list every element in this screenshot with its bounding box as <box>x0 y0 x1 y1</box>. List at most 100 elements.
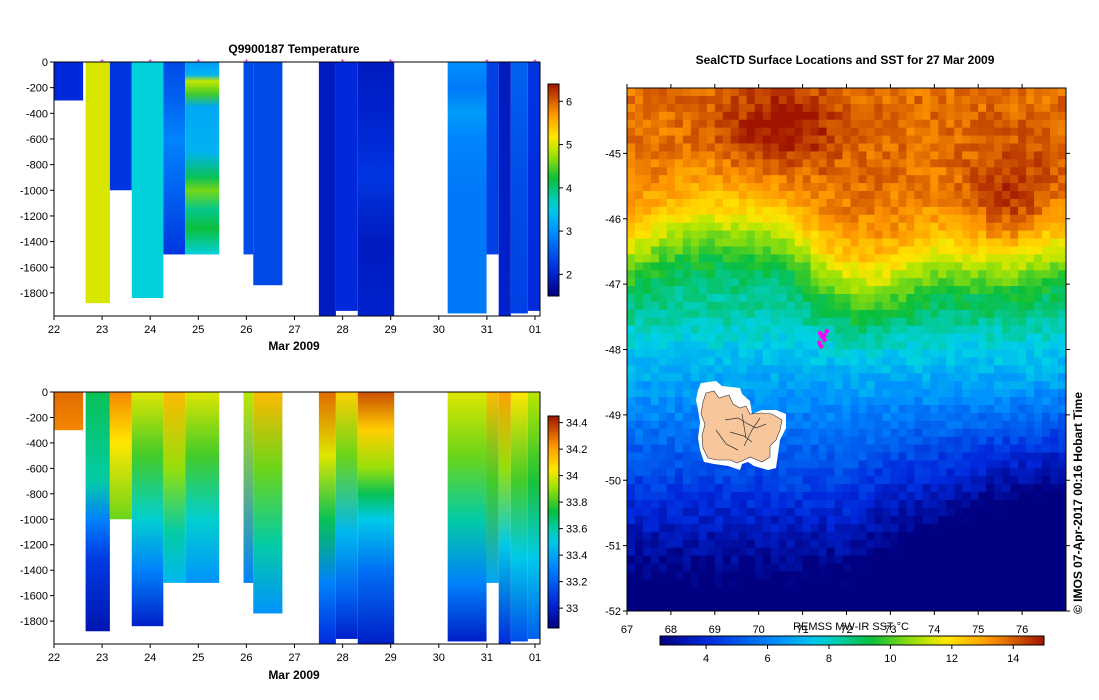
sst-cell <box>978 587 987 596</box>
sst-cell <box>698 492 708 501</box>
sst-cell <box>898 119 907 129</box>
sst-cell <box>834 436 844 446</box>
sst-cell <box>762 103 772 113</box>
sst-cell <box>682 301 692 311</box>
colorbar-tick-label: 6 <box>566 96 572 108</box>
sst-cell <box>1034 127 1043 137</box>
sst-cell <box>770 103 780 113</box>
sst-cell <box>746 183 756 192</box>
sst-cell <box>946 127 955 137</box>
sst-cell <box>706 95 716 105</box>
sst-cell <box>1050 151 1059 160</box>
sst-cell <box>994 183 1003 192</box>
sst-cell <box>682 468 692 477</box>
sst-cell <box>882 595 891 604</box>
sst-cell <box>1058 587 1066 596</box>
sst-cell <box>986 381 995 390</box>
sst-cell <box>978 500 987 509</box>
sst-cell <box>762 515 772 525</box>
sst-cell <box>866 127 876 137</box>
sst-cell <box>778 270 788 279</box>
sst-cell <box>954 476 963 485</box>
sst-cell <box>930 191 939 200</box>
sst-cell <box>627 412 636 422</box>
sst-cell <box>810 484 820 493</box>
sst-cell <box>898 286 907 295</box>
sst-cell <box>850 563 860 572</box>
sst-cell <box>994 88 1003 97</box>
sst-cell <box>842 587 852 596</box>
sst-cell <box>674 547 684 557</box>
sst-cell <box>690 262 700 271</box>
sst-cell <box>986 444 995 454</box>
sst-cell <box>794 333 804 343</box>
sst-cell <box>994 389 1003 398</box>
sst-cell <box>906 103 915 113</box>
sst-cell <box>890 191 899 200</box>
salinity-axes-frame <box>53 391 541 645</box>
sst-cell <box>818 492 828 501</box>
sst-cell <box>890 563 899 572</box>
sst-cell <box>706 294 716 303</box>
sst-cell <box>986 460 995 469</box>
sst-cell <box>842 270 852 279</box>
sst-cell <box>938 579 947 588</box>
sst-cell <box>778 191 788 200</box>
sst-cell <box>794 444 804 454</box>
sst-cell <box>970 191 979 200</box>
sst-cell <box>1010 444 1019 454</box>
sst-cell <box>890 238 899 248</box>
sst-cell <box>746 349 756 359</box>
sst-cell <box>666 571 676 580</box>
colorbar-tick-label: 5 <box>566 140 572 152</box>
sst-cell <box>682 167 692 176</box>
sst-cell <box>730 167 740 176</box>
sst-cell <box>1042 151 1051 160</box>
sst-cell <box>627 333 636 343</box>
sst-cell <box>898 579 907 588</box>
sst-cell <box>1034 468 1043 477</box>
sst-cell <box>882 563 891 572</box>
sst-cell <box>706 103 716 113</box>
sst-cell <box>954 452 963 462</box>
sst-cell <box>914 603 923 611</box>
sst-cell <box>1042 191 1051 200</box>
sst-cell <box>778 167 788 176</box>
sst-cell <box>770 238 780 248</box>
sst-cell <box>874 222 884 232</box>
sst-cell <box>1050 111 1059 121</box>
sst-cell <box>642 381 652 390</box>
sst-cell <box>826 571 836 580</box>
sst-cell <box>1010 389 1019 398</box>
sst-cell <box>874 595 884 604</box>
sst-cell <box>642 428 652 438</box>
sst-cell <box>666 278 676 287</box>
sst-cell <box>826 309 836 319</box>
sst-cell <box>810 397 820 406</box>
sst-cell <box>722 515 732 525</box>
sst-cell <box>818 143 828 152</box>
sst-cell <box>986 111 995 121</box>
sst-cell <box>866 254 876 263</box>
sst-cell <box>1050 373 1059 382</box>
sst-cell <box>850 523 860 533</box>
sst-cell <box>714 468 724 477</box>
sst-cell <box>802 444 812 454</box>
sst-cell <box>738 563 748 572</box>
sst-cell <box>1010 95 1019 105</box>
sst-cell <box>882 317 891 327</box>
sst-cell <box>1010 420 1019 430</box>
sst-cell <box>690 127 700 137</box>
sst-cell <box>954 214 963 224</box>
sst-cell <box>698 325 708 335</box>
sst-cell <box>834 167 844 176</box>
sst-cell <box>762 365 772 374</box>
sst-cell <box>690 452 700 462</box>
sst-cell <box>1002 436 1011 446</box>
sst-cell <box>650 230 660 240</box>
sst-cell <box>1058 523 1066 533</box>
sst-cell <box>954 333 963 343</box>
sst-cell <box>810 95 820 105</box>
sst-cell <box>834 507 844 517</box>
sst-cell <box>906 317 915 327</box>
